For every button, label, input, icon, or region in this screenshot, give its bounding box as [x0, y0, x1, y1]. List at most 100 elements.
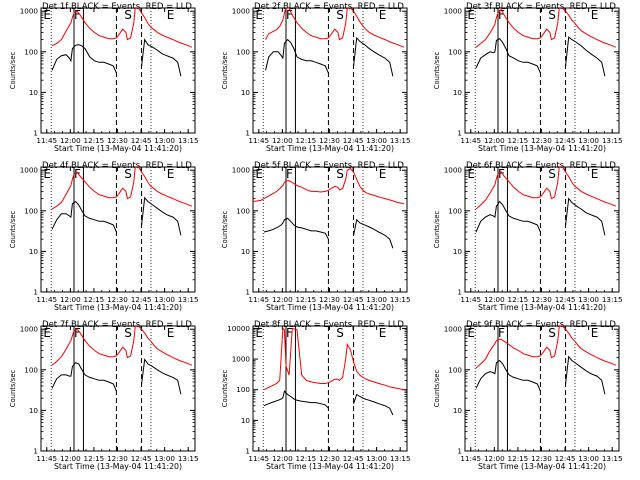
x-tick-label: 13:15 — [602, 136, 623, 145]
y-tick-label: 10 — [453, 406, 463, 415]
lld-series-line — [51, 167, 193, 210]
y-tick-label: 100 — [24, 47, 38, 56]
plot-frame — [40, 7, 196, 134]
interval-marker: S — [124, 8, 132, 22]
x-tick-label: 11:45 — [460, 295, 481, 304]
events-series-line — [353, 218, 394, 249]
y-axis-label: Counts/sec — [9, 211, 17, 249]
x-tick-label: 12:45 — [555, 454, 576, 463]
y-tick-label: 100 — [24, 206, 38, 215]
y-tick-label: 1 — [457, 129, 462, 138]
series-group — [51, 326, 193, 395]
interval-marker: F — [74, 326, 81, 340]
lld-series-line — [475, 8, 617, 48]
x-axis-label: Start Time (13-May-04 11:41:20) — [266, 303, 394, 312]
x-tick-label: 12:00 — [484, 454, 505, 463]
y-tick-label: 10 — [453, 247, 463, 256]
panel-title: Det 1f BLACK = Events, RED = LLD — [42, 2, 192, 12]
x-tick-label: 12:00 — [272, 136, 293, 145]
y-axis-label: Counts/sec — [9, 52, 17, 90]
series-group — [253, 167, 404, 249]
plot-frame — [252, 7, 408, 134]
x-tick-label: 13:15 — [602, 454, 623, 463]
interval-marker: E — [379, 326, 387, 340]
x-tick-label: 12:15 — [84, 295, 105, 304]
events-series-line — [475, 359, 541, 392]
y-tick-label: 1000 — [232, 166, 251, 175]
x-tick-label: 13:15 — [390, 136, 411, 145]
x-tick-label: 12:15 — [296, 454, 317, 463]
interval-marker: E — [167, 8, 175, 22]
y-tick-label: 1000 — [232, 7, 251, 16]
y-tick-label: 1 — [457, 447, 462, 456]
interval-marker: S — [124, 167, 132, 181]
interval-marker: E — [167, 167, 175, 181]
y-tick-label: 1 — [245, 288, 250, 297]
x-axis-label: Start Time (13-May-04 11:41:20) — [478, 462, 606, 471]
y-tick-label: 1000 — [232, 355, 251, 364]
x-tick-label: 13:00 — [578, 454, 599, 463]
series-group — [265, 8, 405, 77]
y-tick-label: 10 — [241, 416, 251, 425]
interval-marker: E — [467, 326, 475, 340]
interval-marker: E — [43, 8, 51, 22]
x-axis-label: Start Time (13-May-04 11:41:20) — [266, 144, 394, 153]
x-tick-label: 13:15 — [602, 295, 623, 304]
x-tick-label: 12:45 — [343, 295, 364, 304]
x-tick-label: 12:15 — [296, 136, 317, 145]
y-axis-label: Counts/sec — [433, 370, 441, 408]
x-tick-label: 13:00 — [154, 136, 175, 145]
x-tick-label: 12:45 — [555, 136, 576, 145]
interval-marker: S — [336, 8, 344, 22]
events-series-line — [263, 390, 329, 409]
events-series-line — [141, 358, 182, 395]
y-tick-label: 1000 — [20, 7, 39, 16]
interval-marker: S — [336, 326, 344, 340]
x-tick-label: 12:00 — [484, 295, 505, 304]
x-tick-label: 12:15 — [508, 136, 529, 145]
y-tick-label: 1000 — [444, 166, 463, 175]
y-tick-label: 10 — [29, 88, 39, 97]
events-series-line — [141, 38, 182, 77]
series-group — [475, 167, 617, 236]
panel-title: Det 5f BLACK = Events, RED = LLD — [254, 161, 404, 171]
interval-marker: S — [336, 167, 344, 181]
interval-marker: E — [379, 167, 387, 181]
lld-series-line — [51, 326, 193, 366]
plot-frame — [40, 325, 196, 452]
y-axis-label: Counts/sec — [221, 211, 229, 249]
plot-frame — [464, 166, 620, 293]
x-tick-label: 13:00 — [366, 136, 387, 145]
x-tick-label: 12:00 — [60, 454, 81, 463]
interval-marker: F — [498, 167, 505, 181]
panel-title: Det 9f BLACK = Events, RED = LLD — [466, 320, 616, 330]
plot-frame — [252, 166, 408, 293]
y-tick-label: 100 — [236, 206, 250, 215]
y-axis-label: Counts/sec — [433, 52, 441, 90]
y-tick-label: 100 — [236, 47, 250, 56]
interval-marker: E — [467, 8, 475, 22]
x-tick-label: 12:15 — [296, 295, 317, 304]
x-tick-label: 11:45 — [248, 136, 269, 145]
x-tick-label: 13:00 — [154, 295, 175, 304]
y-tick-label: 1 — [33, 447, 38, 456]
x-tick-label: 11:45 — [460, 136, 481, 145]
x-tick-label: 12:30 — [531, 136, 552, 145]
y-axis-label: Counts/sec — [221, 370, 229, 408]
x-tick-label: 13:00 — [578, 136, 599, 145]
lld-series-line — [475, 167, 617, 210]
x-tick-label: 13:00 — [578, 295, 599, 304]
panel-title: Det 8f BLACK = Events, RED = LLD — [254, 320, 404, 330]
events-series-line — [353, 36, 394, 77]
interval-marker: E — [467, 167, 475, 181]
y-tick-label: 1000 — [20, 325, 39, 334]
series-group — [475, 8, 617, 77]
events-series-line — [475, 38, 541, 74]
x-tick-label: 12:00 — [60, 295, 81, 304]
x-axis-label: Start Time (13-May-04 11:41:20) — [478, 303, 606, 312]
plot-frame — [464, 7, 620, 134]
x-tick-label: 12:45 — [131, 295, 152, 304]
y-axis-label: Counts/sec — [433, 211, 441, 249]
